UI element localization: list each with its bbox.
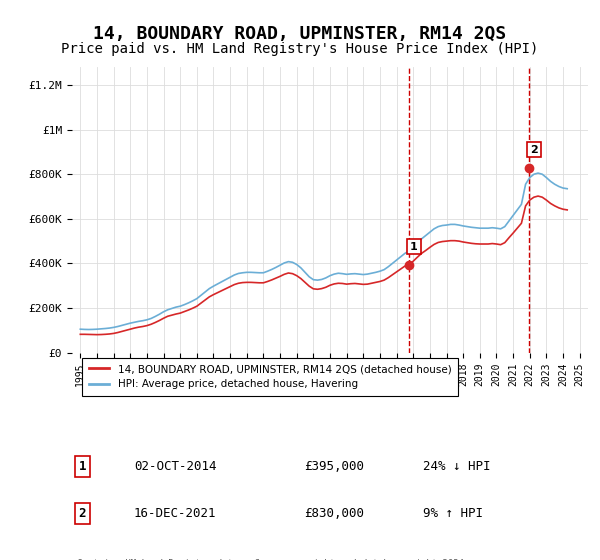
Legend: 14, BOUNDARY ROAD, UPMINSTER, RM14 2QS (detached house), HPI: Average price, det: 14, BOUNDARY ROAD, UPMINSTER, RM14 2QS (… <box>82 358 458 395</box>
Text: 9% ↑ HPI: 9% ↑ HPI <box>423 507 483 520</box>
Text: 2: 2 <box>530 144 538 155</box>
Text: 14, BOUNDARY ROAD, UPMINSTER, RM14 2QS: 14, BOUNDARY ROAD, UPMINSTER, RM14 2QS <box>94 25 506 43</box>
Text: 16-DEC-2021: 16-DEC-2021 <box>134 507 217 520</box>
Text: £395,000: £395,000 <box>304 460 364 473</box>
Text: 1: 1 <box>410 242 418 251</box>
Text: 02-OCT-2014: 02-OCT-2014 <box>134 460 217 473</box>
Text: 1: 1 <box>79 460 86 473</box>
Text: Contains HM Land Registry data © Crown copyright and database right 2024.
This d: Contains HM Land Registry data © Crown c… <box>77 559 470 560</box>
Text: £830,000: £830,000 <box>304 507 364 520</box>
Text: Price paid vs. HM Land Registry's House Price Index (HPI): Price paid vs. HM Land Registry's House … <box>61 42 539 56</box>
Text: 24% ↓ HPI: 24% ↓ HPI <box>423 460 490 473</box>
Text: 2: 2 <box>79 507 86 520</box>
